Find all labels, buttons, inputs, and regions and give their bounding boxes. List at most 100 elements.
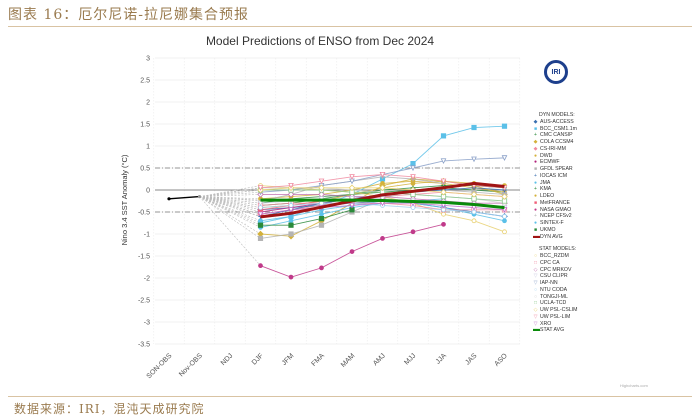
legend-label: NTU CODA [540, 286, 568, 293]
fan-line [199, 196, 261, 218]
legend-item[interactable]: ● JMA [533, 180, 577, 187]
data-point [318, 222, 325, 228]
legend-marker-icon: □ [533, 300, 538, 307]
legend-label: MetFRANCE [540, 199, 570, 206]
legend-item[interactable]: ◆ COLA CCSM4 [533, 139, 577, 146]
data-point [440, 188, 447, 196]
data-point [288, 203, 294, 208]
highcharts-credit[interactable]: Highcharts.com [620, 383, 648, 388]
data-point [288, 274, 294, 280]
legend-item[interactable]: ○ NTU CODA [533, 287, 577, 294]
legend-marker-icon: □ [533, 259, 538, 266]
legend-item[interactable]: ● ECMWF [533, 159, 577, 166]
legend-item[interactable]: ◆ AUS-ACCESS [533, 119, 577, 126]
data-point [379, 184, 386, 192]
legend-label: NASA GMAO [540, 206, 572, 213]
y-tick-label: -0.5 [138, 210, 150, 217]
fan-line [199, 189, 261, 197]
legend-item[interactable]: ▬ STAT AVG [533, 326, 577, 334]
legend-item[interactable]: + IOCAS ICM [533, 173, 577, 180]
legend-item[interactable]: □ UCLA-TCD [533, 300, 577, 307]
legend-marker-icon: ○ [533, 253, 538, 259]
legend-item[interactable]: ◇ CPC MRKOV [533, 267, 577, 274]
data-point [410, 181, 416, 186]
y-tick-label: -1 [144, 232, 150, 239]
legend-item[interactable]: ▽ XRO [533, 321, 577, 328]
legend-item[interactable]: + KMA [533, 186, 577, 193]
data-point [287, 191, 295, 198]
legend-label: BCC_CSM1.1m [540, 125, 577, 132]
y-tick-label: 1 [146, 144, 150, 151]
legend-marker-icon: ◇ [533, 307, 538, 313]
legend-label: ECMWF [540, 159, 560, 166]
legend-label: CS-IRI-MM [540, 145, 566, 152]
fan-line [199, 196, 261, 235]
legend-item[interactable]: ● DWD [533, 153, 577, 160]
data-point [348, 184, 356, 192]
data-point [379, 196, 386, 202]
legend-marker-icon: ◆ [533, 145, 538, 152]
legend-label: COLA CCSM4 [540, 139, 574, 145]
data-point [318, 215, 325, 222]
y-tick-label: 2 [146, 100, 150, 107]
legend-item[interactable]: ○ TONGJI-ML [533, 294, 577, 301]
legend-item[interactable]: ▽ UW PSL-LIM [533, 314, 577, 321]
legend-marker-icon: ▽ [533, 313, 538, 320]
data-point [441, 221, 446, 227]
legend-item[interactable]: ● LDEO [533, 193, 577, 200]
series-ukmo [257, 207, 355, 228]
fan-line [199, 187, 261, 197]
legend-label: XRO [540, 320, 552, 327]
series-line [260, 198, 505, 210]
chart-title: Model Predictions of ENSO from Dec 2024 [205, 34, 435, 48]
legend-marker-icon: ● [533, 179, 538, 186]
legend-marker-icon: ▽ [533, 320, 538, 327]
y-tick-label: 1.5 [140, 122, 150, 129]
fan-line [199, 196, 261, 224]
bottom-divider [8, 396, 692, 397]
x-axis-ticks: SON-OBS Nov-OBS NDJ DJF JFM FMA MAM AMJ MJJ JJA JA… [146, 352, 510, 380]
legend-item[interactable]: + NCEP CFSv2 [533, 213, 577, 220]
data-point [258, 205, 263, 210]
x-tick-label: ASO [494, 352, 510, 368]
legend-item[interactable]: ◆ CS-IRI-MM [533, 146, 577, 153]
fan-line [199, 196, 261, 222]
legend-item[interactable]: ■ BCC_CSM1.1m [533, 126, 577, 133]
legend-label: CPC MRKOV [540, 266, 572, 273]
fan-line [199, 196, 261, 201]
data-point [502, 214, 507, 219]
legend-item[interactable]: ● NASA GMAO [533, 207, 577, 214]
legend-marker-icon: + [534, 186, 537, 193]
legend-item[interactable]: + CMC CANSIP [533, 132, 577, 139]
legend: DYN MODELS: ◆ AUS-ACCESS ■ BCC_CSM1.1m + CMC C… [533, 112, 577, 334]
data-point [471, 156, 477, 163]
y-tick-label: -1.5 [138, 254, 150, 261]
legend-item[interactable]: ■ GFDL SPEAR [533, 166, 577, 173]
legend-item[interactable]: □ CPC CA [533, 260, 577, 267]
fan-line [199, 196, 261, 226]
legend-item[interactable]: ▽ IAP-NN [533, 280, 577, 287]
legend-item[interactable]: ● SINTEX-F [533, 220, 577, 227]
legend-item[interactable]: ■ MetFRANCE [533, 200, 577, 207]
legend-label: UCLA-TCD [540, 300, 567, 307]
legend-marker-icon: ● [533, 220, 538, 226]
legend-item[interactable]: ▽ CSU CLIPR [533, 273, 577, 280]
fan-line [199, 185, 261, 197]
legend-item[interactable]: ◇ UW PSL-CSLIM [533, 307, 578, 314]
data-point [349, 202, 355, 209]
legend-item[interactable]: ○ BCC_RZDM [533, 253, 577, 260]
legend-marker-icon: ▽ [533, 273, 538, 280]
legend-marker-icon: ○ [533, 286, 538, 293]
legend-item[interactable]: ▬ DYN AVG [533, 233, 577, 241]
logo-text: IRI [551, 68, 561, 76]
legend-label: CSU CLIPR [540, 273, 568, 280]
legend-label: JMA [540, 179, 551, 186]
legend-marker-icon: ▽ [533, 280, 538, 286]
fan-line [199, 196, 261, 215]
fan-lines [199, 185, 261, 266]
fan-line [199, 187, 261, 197]
legend-marker-icon: ● [533, 206, 538, 213]
top-divider [8, 26, 692, 27]
legend-label: IOCAS ICM [540, 172, 568, 179]
legend-item[interactable]: ■ UKMO [533, 227, 577, 234]
